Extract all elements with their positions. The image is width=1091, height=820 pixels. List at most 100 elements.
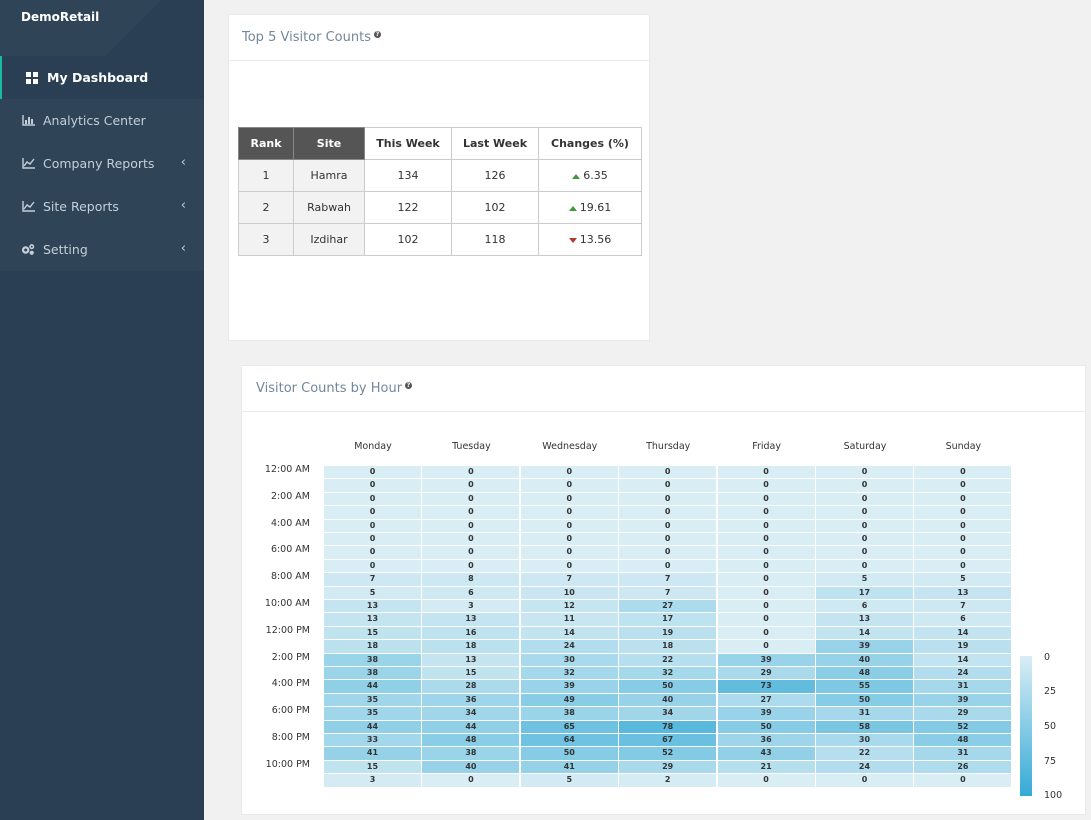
column-header-last-week[interactable]: Last Week [451, 127, 539, 160]
heatmap-cell[interactable]: 0 [717, 533, 815, 546]
heatmap-cell[interactable]: 0 [422, 479, 520, 492]
heatmap-cell[interactable]: 19 [914, 640, 1012, 653]
heatmap-cell[interactable]: 0 [619, 546, 717, 559]
heatmap-cell[interactable]: 39 [914, 693, 1012, 707]
heatmap-cell[interactable]: 0 [324, 492, 421, 506]
heatmap-cell[interactable]: 38 [324, 653, 421, 666]
heatmap-cell[interactable]: 40 [422, 760, 520, 774]
heatmap-cell[interactable]: 41 [324, 747, 421, 760]
heatmap-cell[interactable]: 0 [717, 479, 815, 492]
heatmap-cell[interactable]: 0 [324, 506, 421, 519]
heatmap-cell[interactable]: 14 [816, 626, 913, 640]
heatmap-cell[interactable]: 13 [324, 600, 421, 613]
heatmap-cell[interactable]: 0 [914, 492, 1012, 506]
heatmap-cell[interactable]: 0 [520, 546, 618, 559]
heatmap-cell[interactable]: 0 [816, 533, 913, 546]
heatmap-cell[interactable]: 36 [717, 734, 815, 747]
heatmap-cell[interactable]: 0 [717, 586, 815, 599]
heatmap-cell[interactable]: 14 [914, 626, 1012, 640]
heatmap-cell[interactable]: 18 [619, 640, 717, 653]
heatmap-cell[interactable]: 5 [324, 586, 421, 599]
heatmap-cell[interactable]: 6 [816, 600, 913, 613]
heatmap-cell[interactable]: 0 [816, 466, 913, 479]
heatmap-cell[interactable]: 13 [422, 653, 520, 666]
heatmap-cell[interactable]: 22 [816, 747, 913, 760]
heatmap-cell[interactable]: 29 [717, 667, 815, 680]
sidebar-item-analytics-center[interactable]: Analytics Center [0, 99, 204, 142]
heatmap-cell[interactable]: 0 [324, 546, 421, 559]
heatmap-cell[interactable]: 0 [520, 533, 618, 546]
heatmap-cell[interactable]: 21 [717, 760, 815, 774]
heatmap-cell[interactable]: 15 [422, 667, 520, 680]
heatmap-cell[interactable]: 73 [717, 680, 815, 693]
heatmap-cell[interactable]: 33 [324, 734, 421, 747]
heatmap-cell[interactable]: 22 [619, 653, 717, 666]
heatmap-cell[interactable]: 0 [324, 519, 421, 532]
heatmap-cell[interactable]: 0 [717, 559, 815, 573]
heatmap-cell[interactable]: 35 [324, 693, 421, 707]
heatmap-cell[interactable]: 0 [717, 492, 815, 506]
heatmap-cell[interactable]: 0 [914, 479, 1012, 492]
heatmap-cell[interactable]: 0 [914, 506, 1012, 519]
heatmap-cell[interactable]: 0 [717, 546, 815, 559]
heatmap-cell[interactable]: 0 [816, 492, 913, 506]
heatmap-cell[interactable]: 35 [324, 707, 421, 720]
heatmap-cell[interactable]: 0 [520, 466, 618, 479]
heatmap-cell[interactable]: 0 [914, 519, 1012, 532]
heatmap-cell[interactable]: 32 [520, 667, 618, 680]
sidebar-item-company-reports[interactable]: Company Reports ‹ [0, 142, 204, 185]
heatmap-cell[interactable]: 0 [619, 479, 717, 492]
heatmap-cell[interactable]: 44 [422, 720, 520, 733]
heatmap-cell[interactable]: 0 [914, 559, 1012, 573]
heatmap-cell[interactable]: 29 [619, 760, 717, 774]
heatmap-cell[interactable]: 0 [619, 506, 717, 519]
heatmap-cell[interactable]: 0 [619, 533, 717, 546]
heatmap-cell[interactable]: 0 [520, 492, 618, 506]
heatmap-cell[interactable]: 0 [422, 519, 520, 532]
heatmap-cell[interactable]: 5 [816, 573, 913, 586]
heatmap-cell[interactable]: 7 [324, 573, 421, 586]
heatmap-cell[interactable]: 0 [717, 626, 815, 640]
heatmap-cell[interactable]: 0 [816, 506, 913, 519]
heatmap-cell[interactable]: 17 [619, 613, 717, 626]
heatmap-cell[interactable]: 0 [422, 492, 520, 506]
sidebar-item-setting[interactable]: Setting ‹ [0, 228, 204, 271]
heatmap-cell[interactable]: 3 [422, 600, 520, 613]
help-icon[interactable]: ? [405, 382, 413, 389]
heatmap-cell[interactable]: 26 [914, 760, 1012, 774]
heatmap-cell[interactable]: 31 [914, 680, 1012, 693]
heatmap-cell[interactable]: 15 [324, 626, 421, 640]
heatmap-cell[interactable]: 13 [914, 586, 1012, 599]
heatmap-cell[interactable]: 0 [619, 519, 717, 532]
heatmap-cell[interactable]: 28 [422, 680, 520, 693]
column-header-changes[interactable]: Changes (%) [538, 127, 642, 160]
heatmap-cell[interactable]: 39 [520, 680, 618, 693]
heatmap-cell[interactable]: 0 [520, 506, 618, 519]
heatmap-cell[interactable]: 0 [717, 519, 815, 532]
heatmap-cell[interactable]: 31 [816, 707, 913, 720]
heatmap-cell[interactable]: 7 [619, 586, 717, 599]
heatmap-cell[interactable]: 36 [422, 693, 520, 707]
heatmap-cell[interactable]: 40 [816, 653, 913, 666]
heatmap-cell[interactable]: 41 [520, 760, 618, 774]
heatmap-cell[interactable]: 12 [520, 600, 618, 613]
heatmap-cell[interactable]: 0 [422, 533, 520, 546]
heatmap-cell[interactable]: 13 [324, 613, 421, 626]
heatmap-cell[interactable]: 0 [717, 506, 815, 519]
heatmap-cell[interactable]: 32 [619, 667, 717, 680]
heatmap-cell[interactable]: 48 [914, 734, 1012, 747]
heatmap-cell[interactable]: 0 [717, 613, 815, 626]
heatmap-cell[interactable]: 7 [914, 600, 1012, 613]
heatmap-cell[interactable]: 3 [324, 774, 421, 787]
sidebar-item-my-dashboard[interactable]: My Dashboard [0, 56, 204, 99]
heatmap-cell[interactable]: 0 [422, 466, 520, 479]
heatmap-cell[interactable]: 0 [520, 479, 618, 492]
brand-logo[interactable]: DemoRetail [21, 10, 100, 24]
heatmap-cell[interactable]: 38 [520, 707, 618, 720]
heatmap-cell[interactable]: 48 [816, 667, 913, 680]
heatmap-cell[interactable]: 7 [520, 573, 618, 586]
heatmap-cell[interactable]: 43 [717, 747, 815, 760]
heatmap-cell[interactable]: 7 [619, 573, 717, 586]
heatmap-cell[interactable]: 5 [520, 774, 618, 787]
heatmap-cell[interactable]: 0 [422, 546, 520, 559]
